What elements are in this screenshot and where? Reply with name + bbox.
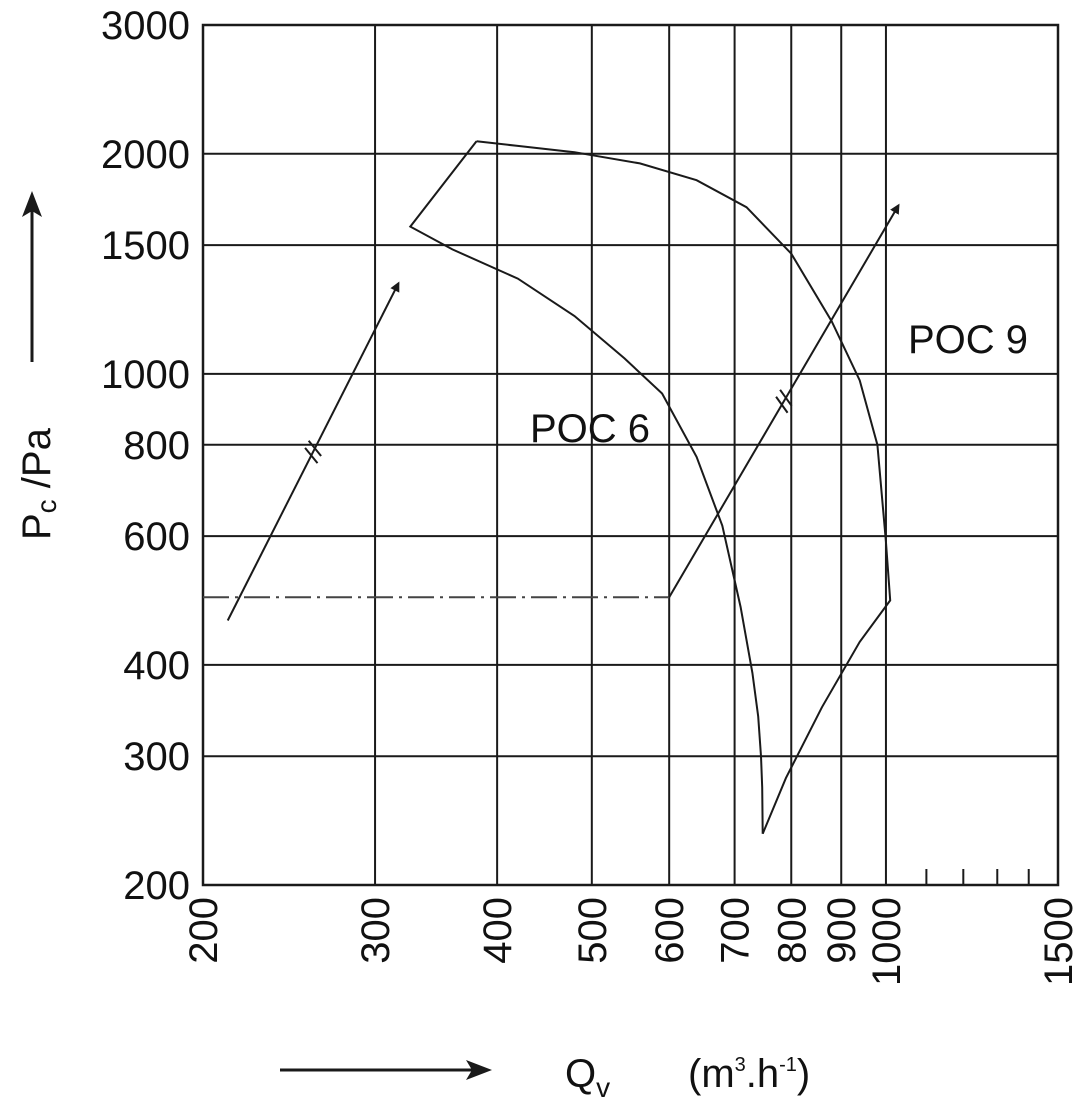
svg-text:Qv: Qv bbox=[565, 1052, 610, 1098]
y-tick-label: 600 bbox=[123, 515, 190, 559]
y-tick-label: 1500 bbox=[101, 224, 190, 268]
series-layer bbox=[408, 140, 892, 835]
x-tick-label: 400 bbox=[476, 897, 520, 964]
x-axis-title-sub: v bbox=[596, 1072, 610, 1098]
y-tick-label: 3000 bbox=[101, 4, 190, 48]
tick-labels: 200 300 400 600 800 1000 1500 2000 3000 200 300 400… bbox=[101, 4, 1081, 986]
y-axis-title-main: P bbox=[15, 513, 59, 540]
break-mark bbox=[779, 389, 793, 407]
annotation-poc9: POC 9 bbox=[908, 318, 1028, 362]
series-curve-1 bbox=[408, 140, 764, 834]
y-tick-label: 200 bbox=[123, 864, 190, 908]
y-tick-label: 300 bbox=[123, 735, 190, 779]
x-tick-label: 1000 bbox=[865, 897, 909, 986]
y-axis-title-sub: c bbox=[31, 499, 62, 513]
y-tick-label: 400 bbox=[123, 644, 190, 688]
x-axis-unit-open: (m bbox=[688, 1052, 735, 1096]
x-tick-label: 600 bbox=[648, 897, 692, 964]
y-tick-label: 2000 bbox=[101, 133, 190, 177]
break-mark bbox=[775, 396, 789, 414]
annotation-poc6: POC 6 bbox=[530, 407, 650, 451]
reference-line-2 bbox=[668, 203, 900, 598]
reference-lines bbox=[203, 203, 900, 621]
x-tick-label: 1500 bbox=[1037, 897, 1081, 986]
series-curve-2 bbox=[476, 140, 892, 835]
break-mark bbox=[307, 440, 322, 457]
x-axis-title: Qv (m3.h-1) bbox=[565, 1052, 810, 1098]
svg-text:Pc /Pa: Pc /Pa bbox=[15, 427, 62, 540]
x-tick-label: 700 bbox=[714, 897, 758, 964]
y-axis-title-unit: /Pa bbox=[15, 427, 59, 499]
x-tick-label: 500 bbox=[571, 897, 615, 964]
y-tick-label: 1000 bbox=[101, 353, 190, 397]
x-axis-unit-close: ) bbox=[797, 1052, 810, 1096]
x-tick-label: 200 bbox=[182, 897, 226, 964]
y-tick-label: 800 bbox=[123, 424, 190, 468]
plot-frame bbox=[201, 23, 1060, 887]
x-tick-label: 800 bbox=[770, 897, 814, 964]
grid bbox=[201, 23, 1060, 887]
y-axis-title: Pc /Pa bbox=[15, 427, 62, 540]
x-axis-unit-sup2: -1 bbox=[779, 1054, 797, 1076]
break-mark bbox=[304, 447, 319, 464]
reference-line-3 bbox=[226, 281, 400, 621]
x-axis-title-main: Q bbox=[565, 1052, 596, 1096]
x-axis-unit-sup1: 3 bbox=[735, 1054, 746, 1076]
x-tick-label: 900 bbox=[820, 897, 864, 964]
svg-text:(m3.h-1): (m3.h-1) bbox=[688, 1052, 810, 1096]
x-tick-label: 300 bbox=[354, 897, 398, 964]
x-axis-unit-mid: .h bbox=[746, 1052, 779, 1096]
